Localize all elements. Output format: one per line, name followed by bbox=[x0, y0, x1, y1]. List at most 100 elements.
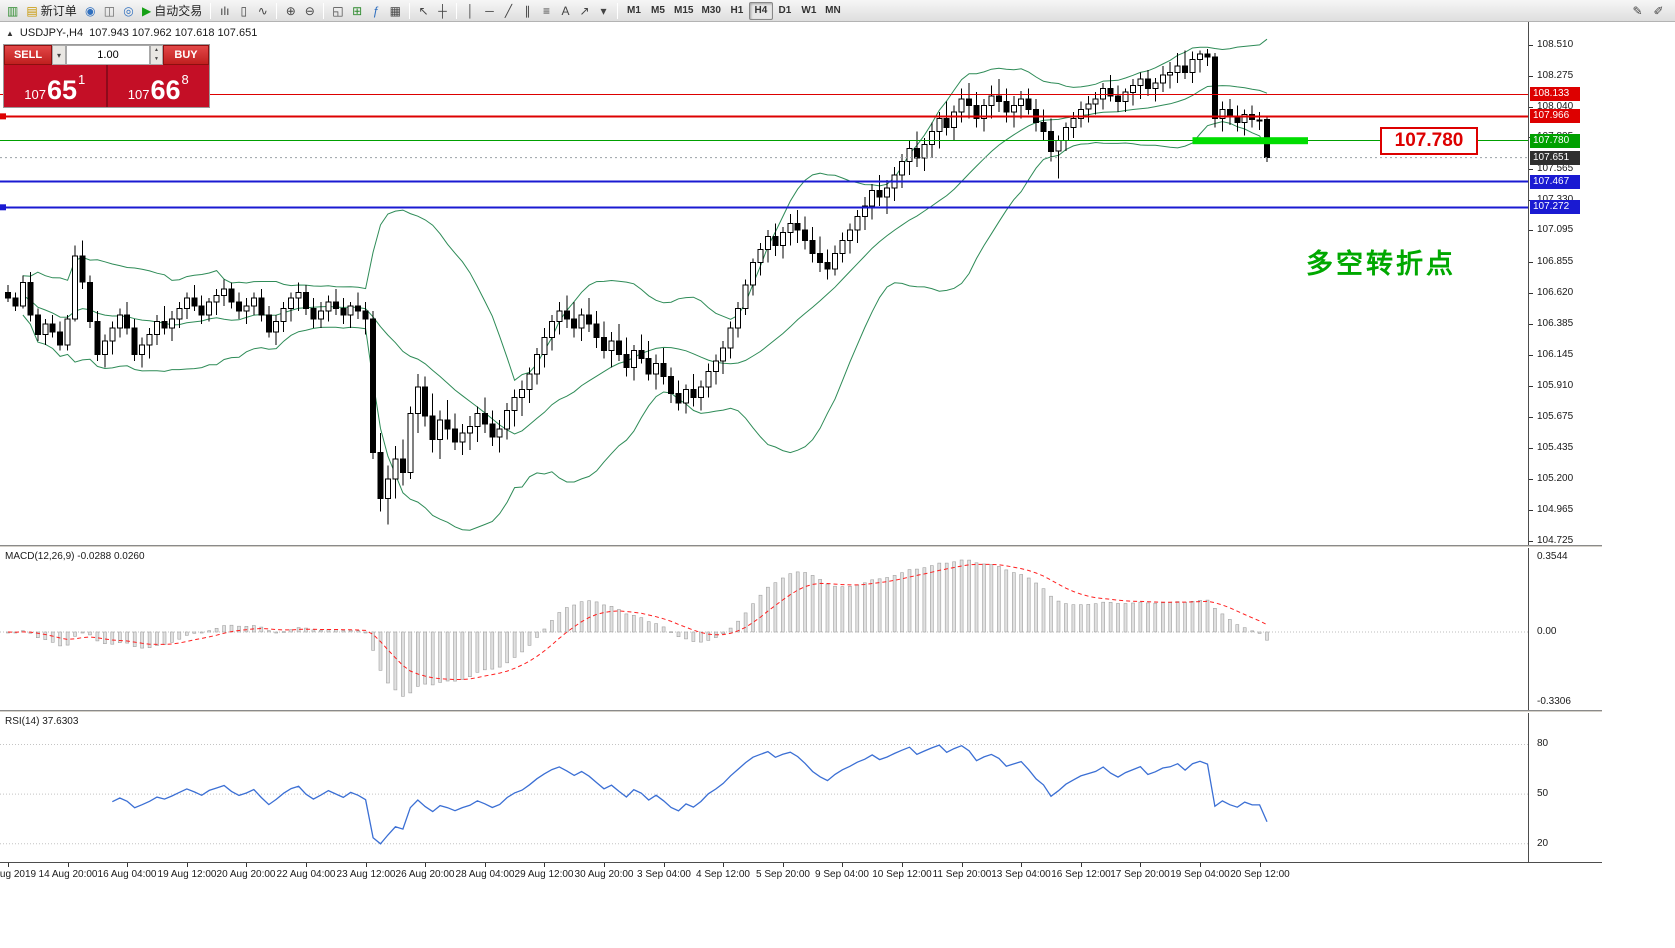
timeframe-h1-button[interactable]: H1 bbox=[730, 5, 744, 16]
spinner-down-icon[interactable]: ▼ bbox=[154, 56, 159, 62]
price-tick-label: 106.145 bbox=[1537, 349, 1574, 360]
macd-histogram bbox=[6, 559, 1269, 697]
chart-title: ▲ USDJPY-,H4 107.943 107.962 107.618 107… bbox=[6, 27, 257, 39]
spinner-up-icon[interactable]: ▲ bbox=[154, 47, 159, 53]
draw-pencil-button[interactable]: ✎ bbox=[1632, 3, 1643, 18]
price-tick-mark bbox=[1529, 107, 1533, 108]
timeframe-w1-button[interactable]: W1 bbox=[801, 5, 817, 16]
zoom-out-button[interactable]: ⊖ bbox=[300, 2, 319, 20]
line-chart-button[interactable]: ∿ bbox=[253, 2, 272, 20]
volume-spinner[interactable]: ▲ ▼ bbox=[150, 45, 163, 65]
price-chip-107.780: 107.780 bbox=[1530, 134, 1580, 148]
navigator-button[interactable]: ◎ bbox=[119, 2, 138, 20]
timeframe-mn-button[interactable]: MN bbox=[825, 5, 841, 16]
horizontal-line-button[interactable]: ─ bbox=[480, 2, 499, 20]
panel-separator-rsi[interactable] bbox=[0, 710, 1602, 713]
price-tick-mark bbox=[1529, 386, 1533, 387]
text-label-button[interactable]: A bbox=[556, 2, 575, 20]
timeframe-m30-button[interactable]: M30 bbox=[701, 5, 721, 16]
hline-handle-107.966[interactable] bbox=[0, 113, 6, 120]
trade-panel-collapse-icon[interactable]: ▲ bbox=[6, 28, 14, 38]
trendline-button[interactable]: ╱ bbox=[499, 2, 518, 20]
zoom-in-button[interactable]: ⊕ bbox=[281, 2, 300, 20]
macd-indicator-panel[interactable] bbox=[0, 548, 1528, 710]
toolbar-separator bbox=[455, 2, 457, 19]
text-label-icon: A bbox=[561, 3, 570, 18]
price-tick-label: 107.330 bbox=[1537, 194, 1573, 205]
timeframe-m5-button[interactable]: M5 bbox=[651, 5, 665, 16]
ohlc-values-label: 107.943 107.962 107.618 107.651 bbox=[89, 27, 258, 39]
chart-annotation-text: 多空转折点 bbox=[1306, 249, 1456, 279]
time-tick-mark bbox=[962, 863, 963, 867]
time-tick-mark bbox=[544, 863, 545, 867]
toolbar-separator bbox=[323, 2, 325, 19]
ask-price-display[interactable]: 107 66 8 bbox=[107, 65, 209, 107]
price-tick-label: 105.675 bbox=[1537, 411, 1574, 422]
time-tick-label: 13 Aug 2019 bbox=[0, 869, 37, 880]
templates-button[interactable]: ▦ bbox=[386, 2, 405, 20]
new-order-button[interactable]: ▤ 新订单 bbox=[22, 2, 80, 20]
volume-input[interactable] bbox=[66, 45, 150, 65]
price-tick-mark bbox=[1529, 541, 1533, 542]
buy-button[interactable]: BUY bbox=[163, 45, 209, 65]
vertical-line-button[interactable]: │ bbox=[461, 2, 480, 20]
time-tick-label: 20 Sep 12:00 bbox=[1230, 869, 1290, 880]
time-tick-mark bbox=[604, 863, 605, 867]
macd-axis-label: 0.00 bbox=[1537, 626, 1557, 637]
arrow-objects-button[interactable]: ↗ bbox=[575, 2, 594, 20]
price-tick-label: 105.200 bbox=[1537, 473, 1574, 484]
timeframe-m1-button[interactable]: M1 bbox=[627, 5, 641, 16]
market-watch-button[interactable]: ◉ bbox=[81, 2, 100, 20]
crosshair-button[interactable]: ┼ bbox=[433, 2, 452, 20]
channel-button[interactable]: ∥ bbox=[518, 2, 537, 20]
pivot-highlight-segment[interactable] bbox=[1192, 137, 1309, 145]
time-tick-mark bbox=[1140, 863, 1141, 867]
fibonacci-button[interactable]: ≡ bbox=[537, 2, 556, 20]
price-tick-label: 105.435 bbox=[1537, 442, 1574, 453]
bid-price-display[interactable]: 107 65 1 bbox=[4, 65, 108, 107]
grid-button[interactable]: ⊞ bbox=[348, 2, 367, 20]
panel-separator-macd[interactable] bbox=[0, 545, 1602, 548]
time-tick-label: 28 Aug 04:00 bbox=[455, 869, 515, 880]
rsi-indicator-label: RSI(14) 37.6303 bbox=[5, 716, 79, 727]
time-tick-mark bbox=[723, 863, 724, 867]
time-tick-mark bbox=[246, 863, 247, 867]
bollinger-band-line bbox=[22, 38, 1268, 382]
sell-button[interactable]: SELL bbox=[4, 45, 52, 65]
bid-pipette: 1 bbox=[78, 72, 86, 87]
hline-handle-107.272[interactable] bbox=[0, 204, 6, 211]
rsi-indicator-panel[interactable] bbox=[0, 713, 1528, 862]
bar-chart-button[interactable]: ılı bbox=[215, 2, 234, 20]
main-price-chart[interactable] bbox=[0, 22, 1528, 545]
terminal-button[interactable]: ▥ bbox=[3, 2, 22, 20]
price-tick-label: 108.275 bbox=[1537, 70, 1574, 81]
draw-select-button[interactable]: ✐ bbox=[1653, 3, 1664, 18]
cursor-icon: ↖ bbox=[418, 3, 429, 18]
price-callout-box[interactable]: 107.780 bbox=[1380, 127, 1478, 155]
price-tick-mark bbox=[1529, 479, 1533, 480]
rsi-axis-label: 80 bbox=[1537, 738, 1549, 749]
macd-axis-label: -0.3306 bbox=[1537, 696, 1571, 707]
timeframe-m15-button[interactable]: M15 bbox=[673, 5, 694, 16]
fibonacci-icon: ≡ bbox=[542, 3, 550, 18]
indicators-icon: ƒ bbox=[372, 3, 380, 18]
indicators-button[interactable]: ƒ bbox=[367, 2, 386, 20]
time-tick-label: 10 Sep 12:00 bbox=[872, 869, 932, 880]
autotrading-icon: ▶ bbox=[142, 3, 152, 18]
timeframe-h4-button[interactable]: H4 bbox=[748, 1, 773, 20]
autotrading-button[interactable]: ▶ 自动交易 bbox=[138, 2, 206, 20]
time-tick-mark bbox=[68, 863, 69, 867]
timeframe-d1-button[interactable]: D1 bbox=[778, 5, 792, 16]
tile-windows-button[interactable]: ◱ bbox=[328, 2, 347, 20]
time-tick-label: 14 Aug 20:00 bbox=[38, 869, 98, 880]
zoom-out-icon: ⊖ bbox=[304, 3, 315, 18]
shapes-dropdown-button[interactable]: ▾ bbox=[594, 2, 613, 20]
price-tick-mark bbox=[1529, 45, 1533, 46]
cursor-button[interactable]: ↖ bbox=[414, 2, 433, 20]
candlestick-chart-button[interactable]: ▯ bbox=[234, 2, 253, 20]
candlestick-chart-icon: ▯ bbox=[240, 3, 248, 18]
time-tick-label: 11 Sep 20:00 bbox=[932, 869, 992, 880]
order-type-dropdown-icon[interactable]: ▾ bbox=[52, 45, 66, 65]
data-window-button[interactable]: ◫ bbox=[100, 2, 119, 20]
